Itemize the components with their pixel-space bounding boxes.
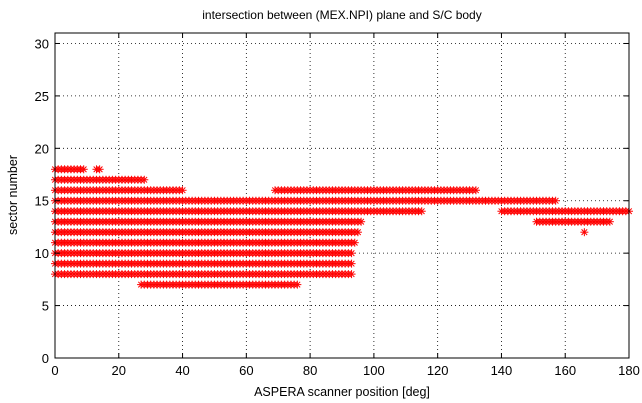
plot-frame [54,32,630,359]
data-point [140,175,149,184]
y-axis-label: sector number [6,155,20,235]
data-point [347,270,356,279]
y-tick-label: 30 [35,36,49,51]
data-point [471,186,480,195]
data-point [178,186,187,195]
x-tick-label: 20 [112,363,126,378]
x-tick-label: 100 [363,363,385,378]
y-tick-label: 20 [35,141,49,156]
data-point [79,165,88,174]
y-tick-label: 0 [42,351,49,366]
data-point [293,280,302,289]
x-tick-label: 40 [175,363,189,378]
x-tick-label: 80 [303,363,317,378]
data-points [51,165,633,289]
data-point [357,217,366,226]
data-point [347,249,356,258]
data-point [347,259,356,268]
data-point [353,228,362,237]
x-tick-label: 120 [427,363,449,378]
x-tick-label: 0 [51,363,58,378]
data-point [350,238,359,247]
data-point [580,228,589,237]
x-axis-label: ASPERA scanner position [deg] [254,385,430,399]
y-tick-label: 25 [35,89,49,104]
x-tick-label: 180 [618,363,640,378]
x-tick-label: 140 [491,363,513,378]
axis-ticks: 0 20 40 60 80 100 120 140 160 180 0 5 10 15 20 25 30 [35,33,640,378]
data-point [551,196,560,205]
y-tick-label: 10 [35,246,49,261]
plot-background [55,33,629,358]
data-point [95,165,104,174]
data-point [605,217,614,226]
x-tick-label: 60 [239,363,253,378]
y-tick-label: 5 [42,299,49,314]
y-tick-label: 15 [35,194,49,209]
data-point [417,207,426,216]
chart-title: intersection between (MEX.NPI) plane and… [202,8,481,22]
x-tick-label: 160 [554,363,576,378]
